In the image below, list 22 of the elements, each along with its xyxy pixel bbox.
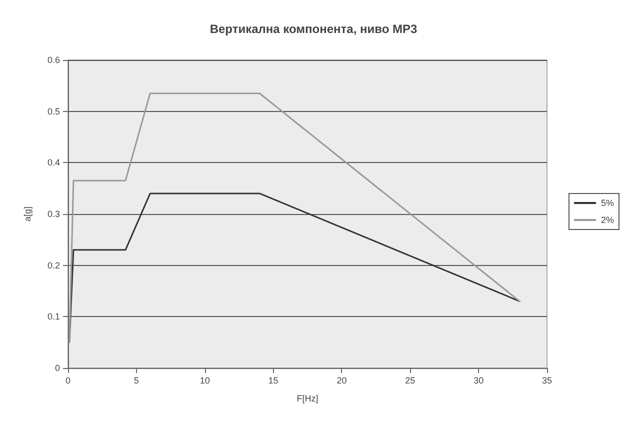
y-tick-label: 0.1 bbox=[47, 312, 60, 322]
y-tick-label: 0.5 bbox=[47, 106, 60, 116]
x-tick-label: 10 bbox=[200, 376, 210, 386]
x-tick-label: 25 bbox=[405, 376, 416, 386]
line-series bbox=[68, 192, 520, 344]
x-tick-label: 5 bbox=[134, 376, 139, 386]
y-axis-title: a[g] bbox=[22, 206, 32, 222]
x-tick-label: 30 bbox=[474, 376, 484, 386]
x-tick-label: 15 bbox=[268, 376, 278, 386]
y-tick-label: 0.3 bbox=[47, 209, 60, 219]
y-tick-label: 0 bbox=[54, 363, 60, 373]
y-tick-label: 0.2 bbox=[47, 260, 60, 270]
chart-title: Вертикална компонента, ниво МР3 bbox=[210, 22, 418, 36]
line-series bbox=[68, 92, 520, 344]
x-tick-label: 35 bbox=[542, 376, 552, 386]
y-tick-label: 0.4 bbox=[47, 158, 60, 168]
x-axis-title: F[Hz] bbox=[296, 394, 318, 404]
x-tick-label: 20 bbox=[336, 376, 347, 386]
x-tick-label: 0 bbox=[65, 376, 71, 386]
legend-label: 5% bbox=[600, 198, 614, 208]
legend-label: 2% bbox=[600, 215, 614, 225]
y-tick-label: 0.6 bbox=[47, 55, 60, 65]
